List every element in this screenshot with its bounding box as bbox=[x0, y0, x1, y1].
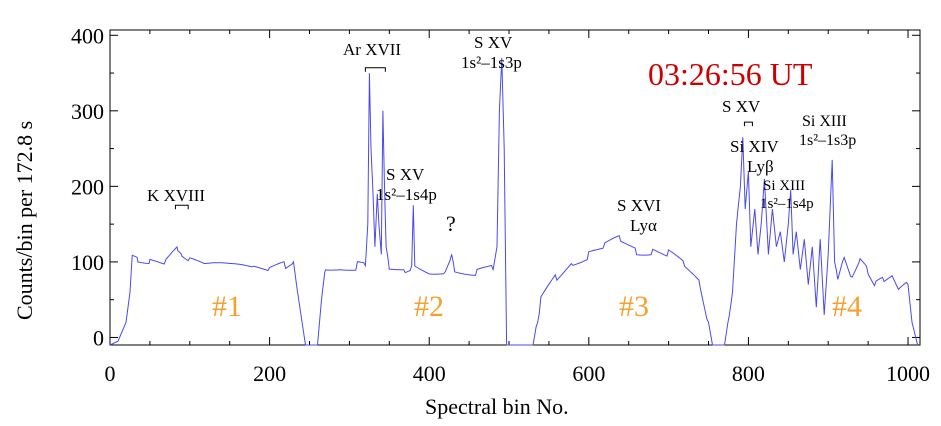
line-bracket bbox=[743, 121, 753, 127]
y-tick-label: 0 bbox=[93, 325, 104, 350]
annotation: Ar XVII bbox=[343, 40, 402, 59]
annotation: S XVI bbox=[617, 196, 661, 215]
y-tick-label: 200 bbox=[71, 174, 104, 199]
region-label: #2 bbox=[414, 290, 444, 323]
x-tick-label: 600 bbox=[572, 361, 605, 386]
annotation: Lyβ bbox=[747, 157, 774, 176]
line-bracket bbox=[174, 204, 189, 210]
annotation: K XVIII bbox=[147, 186, 206, 205]
annotation: S XV bbox=[474, 33, 513, 52]
annotation: S XV bbox=[722, 97, 761, 116]
x-tick-label: 400 bbox=[413, 361, 446, 386]
line-bracket bbox=[364, 67, 386, 72]
region-label: #1 bbox=[212, 290, 242, 323]
annotation: 1s²–1s4p bbox=[376, 185, 437, 204]
annotation: Lyα bbox=[630, 216, 657, 235]
chart-title: 03:26:56 UT bbox=[648, 56, 813, 92]
y-axis-label: Counts/bin per 172.8 s bbox=[12, 120, 37, 320]
x-tick-label: 800 bbox=[732, 361, 765, 386]
annotation: 1s²–1s3p bbox=[461, 53, 522, 72]
region-label: #4 bbox=[832, 290, 862, 323]
x-tick-label: 200 bbox=[253, 361, 286, 386]
region-label: #3 bbox=[619, 290, 649, 323]
annotation: Si XIII bbox=[763, 178, 806, 194]
y-tick-label: 100 bbox=[71, 250, 104, 275]
x-axis-label: Spectral bin No. bbox=[425, 394, 569, 419]
y-tick-label: 300 bbox=[71, 99, 104, 124]
annotation: ? bbox=[446, 211, 456, 236]
x-tick-label: 1000 bbox=[886, 361, 930, 386]
x-tick-label: 0 bbox=[105, 361, 116, 386]
annotation: 1s²–1s4p bbox=[760, 196, 814, 212]
annotation: Si XIII bbox=[802, 113, 847, 130]
y-tick-label: 400 bbox=[71, 23, 104, 48]
annotation: 1s²–1s3p bbox=[799, 132, 857, 149]
annotation: S XV bbox=[386, 165, 425, 184]
spectrum-line bbox=[109, 57, 919, 346]
annotation: Si XIV bbox=[730, 137, 779, 156]
